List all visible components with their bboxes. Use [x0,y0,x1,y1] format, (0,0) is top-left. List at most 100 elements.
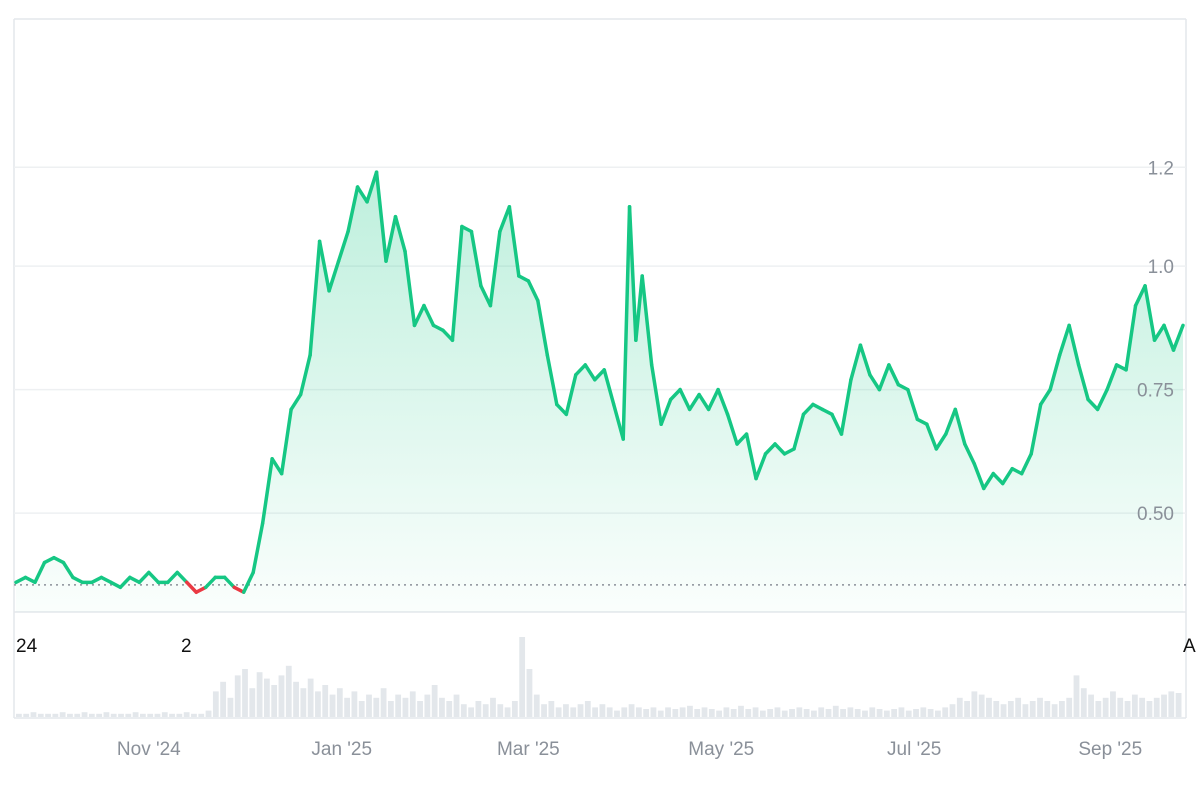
volume-bar [570,707,577,717]
volume-bar [942,707,949,717]
volume-bar [730,709,737,717]
volume-bar [1000,704,1007,717]
volume-bar [88,713,95,717]
volume-bar [840,709,846,717]
price-line-segment [716,387,730,417]
volume-bar [1102,697,1109,717]
price-line-segment [1048,353,1062,392]
price-line-segment [896,382,910,392]
price-line-segment [52,555,66,565]
y-axis-ticks: 0.50 0.75 1.0 1.2 [1137,158,1174,525]
price-line-segment [925,422,939,451]
price-line-segment [1038,387,1052,407]
volume-bar [351,691,358,717]
volume-bar [300,688,307,717]
volume-bar [67,713,73,717]
volume-bar [504,707,511,717]
price-line-segment [830,412,844,436]
volume-bar [220,681,227,717]
volume-bar [1080,688,1087,717]
price-line-segment [118,575,132,590]
volume-bar [23,713,30,717]
price-line-segment [1086,397,1100,412]
volume-bar [1066,697,1073,717]
volume-bar [139,713,146,717]
price-line-segment [1010,466,1024,476]
price-line-segment [251,521,265,575]
volume-bar [628,704,635,717]
price-line-segment [953,407,967,446]
price-line-segment [763,442,777,456]
volume-bar [811,710,817,717]
volume-bar [1037,697,1043,717]
volume-bar [986,697,992,717]
volume-bar [322,685,329,717]
volume-bar [606,707,613,717]
price-line-segment [593,368,606,382]
volume-bar [687,705,693,717]
volume-bar [774,707,781,717]
volume-bar [1117,697,1124,717]
price-line-segment [982,471,995,491]
price-line-segment [336,229,350,263]
y-tick-label: 0.75 [1137,381,1174,402]
volume-bar [759,710,766,717]
volume-bar [1095,701,1102,717]
volume-bar [592,707,598,717]
price-line-segment [1029,402,1043,456]
price-line-segment [479,284,493,308]
price-line-segment [574,363,588,377]
price-line-segment [1067,323,1081,367]
volume-bar [555,707,562,717]
price-line-segment [725,412,739,446]
price-line-segment [204,575,217,590]
volume-bar [96,713,103,717]
price-line-segment [1171,323,1185,352]
volume-bar [635,707,642,717]
price-line-segment [697,392,711,412]
y-tick-label: 0.50 [1137,504,1174,525]
volume-bar [847,707,854,717]
price-line-segment [868,373,882,392]
volume-bar [738,705,744,717]
volume-bar [599,704,606,717]
volume-bar [431,685,438,717]
volume-bar [723,707,730,717]
volume-bar [52,713,59,717]
volume-bar [883,710,890,717]
price-line-segment [346,185,360,234]
price-line-segment [317,239,331,293]
volume-bar [1175,693,1182,717]
volume-bar [205,710,212,717]
volume-bar [541,704,547,717]
price-line-segment [972,462,986,491]
price-line-segment [564,373,578,417]
x-axis-ticks: Nov '24 Jan '25 Mar '25 May '25 Jul '25 Sep '… [117,739,1142,760]
volume-bar [548,701,555,717]
volume-bar [752,707,759,717]
price-line-segment [365,170,379,204]
volume-bar [1146,701,1153,717]
volume-bar [891,709,898,717]
price-line-segment [555,402,569,417]
volume-bar [789,709,795,717]
price-line-segment [706,387,720,412]
price-line-segment [754,452,768,481]
price-line-segment [583,363,597,382]
price-line-segment [773,442,787,456]
volume-bar [854,709,861,717]
edge-label-middle: 2 [181,636,192,657]
volume-bar [30,712,37,717]
price-line-segment [109,580,123,590]
price-line-segment [289,392,303,412]
volume-bar [183,712,190,717]
price-line-segment [858,343,872,377]
volume-bar [1044,701,1051,717]
price-line-segment [488,229,502,308]
price-line-segment [517,274,531,283]
price-line-segment [23,575,37,585]
price-line-segment [934,432,948,451]
price-line-segment [1057,323,1071,357]
price-line-segment [469,229,483,288]
